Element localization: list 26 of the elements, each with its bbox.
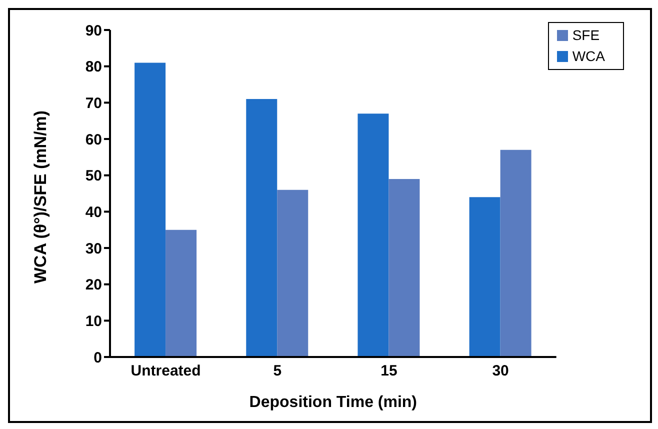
bar [134, 62, 166, 357]
legend-label: SFE [572, 27, 600, 43]
y-tick-label: 40 [85, 204, 102, 221]
y-tick-label: 70 [85, 94, 102, 112]
y-tick-label: 60 [85, 131, 102, 148]
y-tick-label: 20 [85, 276, 102, 294]
bar [358, 114, 389, 357]
bar [277, 190, 308, 357]
bar [388, 178, 420, 357]
bar [246, 99, 278, 357]
x-axis-title: Deposition Time (min) [249, 394, 418, 411]
legend-label: WCA [572, 48, 605, 64]
x-tick-label: Untreated [130, 362, 201, 380]
x-tick-label: 15 [380, 362, 398, 380]
y-tick-label: 50 [85, 168, 102, 185]
y-tick-label: 10 [85, 312, 102, 330]
y-tick-label: 90 [85, 22, 102, 40]
y-axis-title: WCA (θ°)/SFE (mN/m) [31, 110, 50, 284]
x-tick-label: 5 [273, 362, 282, 380]
bar [500, 150, 532, 357]
y-tick-label: 80 [85, 58, 102, 76]
x-tick-label: 30 [492, 362, 509, 380]
y-tick-label: 30 [85, 240, 102, 258]
bar [166, 230, 197, 357]
y-tick-label: 0 [94, 349, 102, 366]
bar [469, 197, 500, 357]
